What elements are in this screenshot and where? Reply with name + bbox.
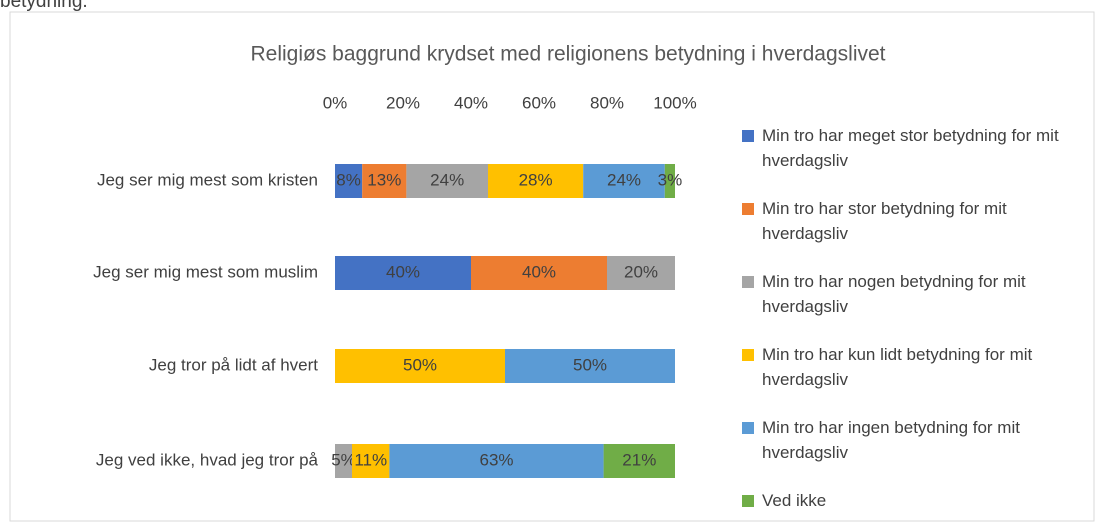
legend-swatch — [742, 349, 754, 361]
data-label: 28% — [519, 170, 553, 189]
legend-item: Min tro har stor betydning for mit hverd… — [742, 196, 1092, 246]
bar-segment — [406, 164, 488, 198]
data-label: 13% — [367, 170, 401, 189]
legend-label: Min tro har nogen betydning for mit hver… — [762, 272, 1026, 316]
bar-segment — [362, 164, 407, 198]
bar-segment — [335, 256, 471, 290]
legend-item: Min tro har meget stor betydning for mit… — [742, 123, 1092, 173]
x-tick-label: 60% — [522, 93, 556, 112]
bar-segment — [471, 256, 607, 290]
data-label: 8% — [336, 170, 361, 189]
legend-label: Min tro har kun lidt betydning for mit h… — [762, 345, 1033, 389]
data-label: 5% — [331, 450, 356, 469]
data-label: 24% — [607, 170, 641, 189]
data-label: 21% — [622, 450, 656, 469]
chart-title: Religiøs baggrund krydset med religionen… — [250, 43, 885, 66]
bar-segment — [335, 444, 352, 478]
legend-swatch — [742, 422, 754, 434]
x-tick-label: 0% — [323, 93, 348, 112]
data-label: 11% — [354, 450, 387, 469]
legend-item: Min tro har kun lidt betydning for mit h… — [742, 342, 1092, 392]
legend-swatch — [742, 276, 754, 288]
category-label: Jeg ved ikke, hvad jeg tror på — [96, 450, 319, 469]
data-label: 40% — [522, 262, 556, 281]
bar-segment — [488, 164, 584, 198]
bar-segment — [505, 349, 675, 383]
bar-segment — [664, 164, 675, 198]
category-label: Jeg ser mig mest som kristen — [97, 170, 318, 189]
legend-item: Min tro har nogen betydning for mit hver… — [742, 269, 1092, 319]
data-label: 24% — [430, 170, 464, 189]
caption: betydning. — [0, 0, 88, 12]
data-label: 50% — [573, 355, 607, 374]
bar-segment — [335, 164, 363, 198]
legend-label: Min tro har stor betydning for mit hverd… — [762, 199, 1007, 243]
legend-label: Min tro har ingen betydning for mit hver… — [762, 418, 1020, 462]
legend-swatch — [742, 130, 754, 142]
data-label: 63% — [479, 450, 513, 469]
bar-segment — [352, 444, 390, 478]
legend-item: Ved ikke — [742, 488, 1092, 513]
x-tick-label: 100% — [653, 93, 696, 112]
x-tick-label: 40% — [454, 93, 488, 112]
legend-label: Ved ikke — [762, 491, 827, 510]
x-tick-label: 80% — [590, 93, 624, 112]
legend-item: Min tro har ingen betydning for mit hver… — [742, 415, 1092, 465]
x-tick-label: 20% — [386, 93, 420, 112]
bar-segment — [335, 349, 505, 383]
bar-segment — [607, 256, 675, 290]
category-label: Jeg tror på lidt af hvert — [149, 355, 318, 374]
bar-segment — [583, 164, 665, 198]
bar-segment — [603, 444, 675, 478]
legend-swatch — [742, 495, 754, 507]
data-label: 40% — [386, 262, 420, 281]
data-label: 50% — [403, 355, 437, 374]
category-label: Jeg ser mig mest som muslim — [93, 262, 318, 281]
data-label: 3% — [658, 170, 683, 189]
bar-segment — [389, 444, 604, 478]
legend-swatch — [742, 203, 754, 215]
legend-label: Min tro har meget stor betydning for mit… — [762, 126, 1059, 170]
data-label: 20% — [624, 262, 658, 281]
